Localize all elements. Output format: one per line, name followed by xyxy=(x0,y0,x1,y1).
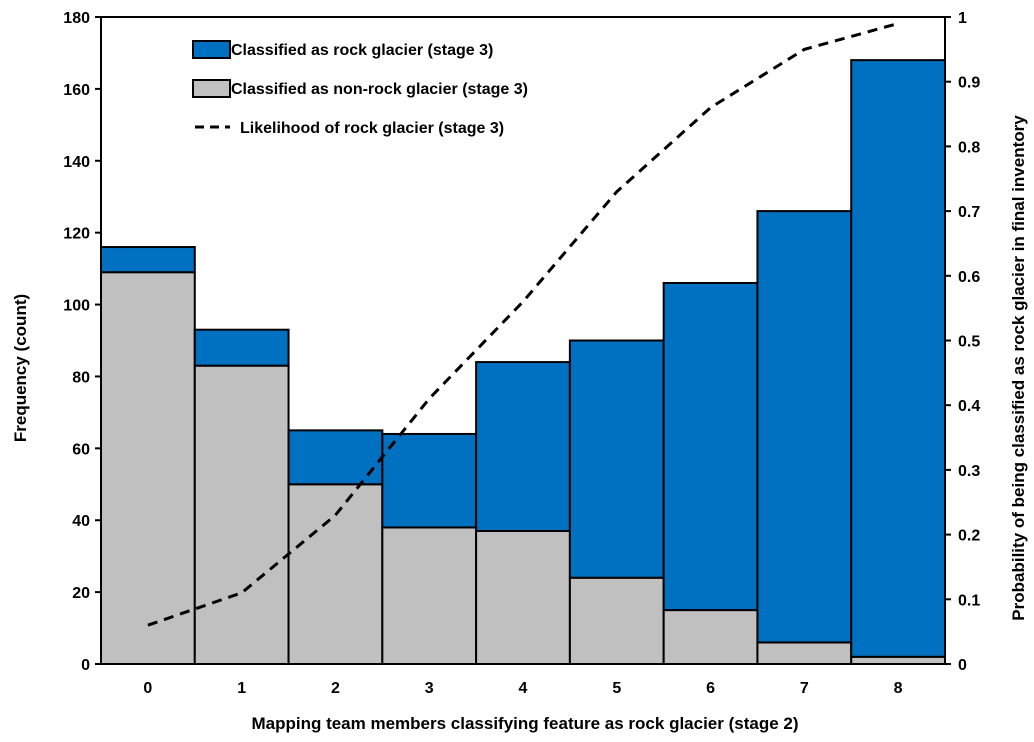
x-tick-label: 0 xyxy=(143,680,152,697)
bar-non-rock-glacier-7 xyxy=(756,641,853,666)
bar-rock-glacier-4 xyxy=(475,361,571,533)
y-tick-label: 20 xyxy=(72,585,90,602)
bar-non-rock-glacier-0 xyxy=(100,271,196,665)
x-tick-label: 5 xyxy=(612,680,621,697)
y2-tick-label: 0.9 xyxy=(958,75,980,92)
y2-tick-label: 0 xyxy=(958,657,967,674)
y2-tick-label: 0.7 xyxy=(958,204,980,221)
y-tick-label: 60 xyxy=(72,441,90,458)
bar-rock-glacier-3 xyxy=(381,432,478,529)
bar-rock-glacier-7 xyxy=(756,210,853,644)
likelihood-line-layer xyxy=(147,22,899,627)
bar-non-rock-glacier-8 xyxy=(850,655,947,665)
bar-non-rock-glacier-6 xyxy=(662,609,759,665)
y2-tick-label: 0.4 xyxy=(958,398,980,415)
y2-tick-label: 0.5 xyxy=(958,334,980,351)
y-tick-label: 100 xyxy=(63,298,90,315)
bar-non-rock-glacier-5 xyxy=(568,576,665,666)
x-tick-label: 3 xyxy=(425,680,434,697)
y-tick-label: 80 xyxy=(72,369,90,386)
y2-tick-label: 0.8 xyxy=(958,139,980,156)
legend-label-rock-glacier: Classified as rock glacier (stage 3) xyxy=(231,42,493,59)
bar-rock-glacier-5 xyxy=(568,339,665,579)
y-axis-title: Frequency (count) xyxy=(11,294,30,442)
bar-rock-glacier-8 xyxy=(850,59,947,658)
bar-non-rock-glacier-1 xyxy=(193,364,290,665)
axes-layer: 02040608010012014016018000.10.20.30.40.5… xyxy=(63,10,980,697)
x-tick-label: 8 xyxy=(894,680,903,697)
bars-layer xyxy=(100,59,947,666)
y2-tick-label: 0.3 xyxy=(958,463,980,480)
likelihood-line xyxy=(147,22,899,627)
y2-tick-label: 0.1 xyxy=(958,592,980,609)
x-tick-label: 1 xyxy=(237,680,246,697)
y2-tick-label: 1 xyxy=(958,10,967,27)
legend-swatch-non-rock-glacier xyxy=(192,79,231,98)
y-tick-label: 0 xyxy=(81,657,90,674)
x-axis-title: Mapping team members classifying feature… xyxy=(251,714,798,733)
bar-rock-glacier-0 xyxy=(100,246,196,274)
x-tick-label: 6 xyxy=(706,680,715,697)
bar-non-rock-glacier-4 xyxy=(475,530,571,665)
bar-rock-glacier-1 xyxy=(193,328,290,367)
y-tick-label: 120 xyxy=(63,226,90,243)
legend-label-likelihood: Likelihood of rock glacier (stage 3) xyxy=(240,120,504,137)
bar-rock-glacier-2 xyxy=(287,429,384,486)
y-tick-label: 140 xyxy=(63,154,90,171)
x-tick-label: 4 xyxy=(519,680,528,697)
legend-swatch-rock-glacier xyxy=(192,40,231,59)
y2-tick-label: 0.2 xyxy=(958,528,980,545)
y-tick-label: 180 xyxy=(63,10,90,27)
legend-label-non-rock-glacier: Classified as non-rock glacier (stage 3) xyxy=(231,81,528,98)
x-tick-label: 2 xyxy=(331,680,340,697)
y2-axis-title: Probability of being classified as rock … xyxy=(1009,115,1028,621)
bar-non-rock-glacier-3 xyxy=(381,526,478,666)
bar-rock-glacier-6 xyxy=(662,281,759,612)
y2-tick-label: 0.6 xyxy=(958,269,980,286)
bar-non-rock-glacier-2 xyxy=(287,483,384,665)
y-tick-label: 160 xyxy=(63,82,90,99)
legend: Classified as rock glacier (stage 3) Cla… xyxy=(192,40,528,137)
y-tick-label: 40 xyxy=(72,513,90,530)
x-tick-label: 7 xyxy=(800,680,809,697)
